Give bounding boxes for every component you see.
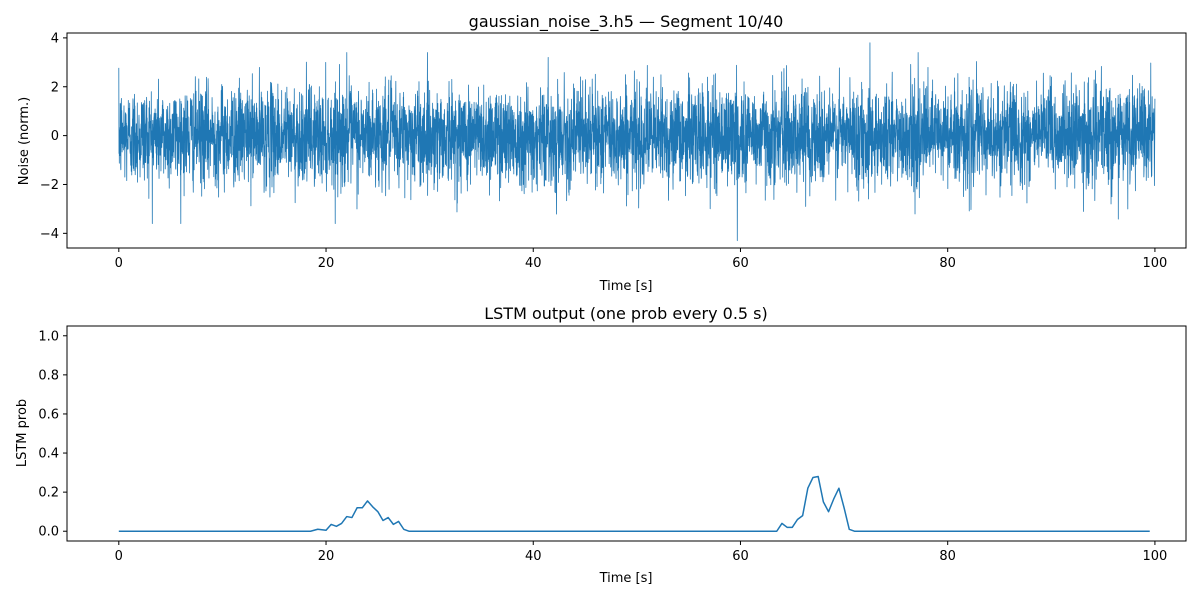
noise-x-tick-label: 60 [732, 256, 749, 271]
noise-x-tick-label: 0 [115, 256, 123, 271]
lstm-y-tick-label: 0.4 [38, 447, 59, 462]
lstm-y-tick-label: 1.0 [38, 329, 59, 344]
lstm-plot-frame [66, 325, 1187, 542]
lstm-x-axis-label: Time [s] [599, 571, 653, 586]
noise-y-tick-label: −4 [40, 227, 59, 242]
lstm-x-tick-label: 40 [525, 549, 542, 564]
noise-series [118, 42, 1156, 242]
noise-plot-frame [66, 32, 1187, 249]
noise-x-tick-label: 20 [318, 256, 335, 271]
lstm-series-line [118, 475, 1150, 532]
noise-series-line [118, 42, 1156, 242]
lstm-y-tick-label: 0.8 [38, 368, 59, 383]
lstm-chart-title: LSTM output (one prob every 0.5 s) [484, 304, 768, 323]
noise-x-tick-label: 100 [1143, 256, 1168, 271]
lstm-x-tick-label: 20 [318, 549, 335, 564]
noise-axis-ticks: 0 20 40 60 80 100 −4 −2 0 2 4 [40, 31, 1168, 271]
lstm-x-tick-label: 100 [1143, 549, 1168, 564]
noise-y-tick-label: 4 [51, 31, 59, 46]
lstm-series [118, 475, 1150, 532]
lstm-x-tick-label: 80 [939, 549, 956, 564]
lstm-y-tick-label: 0.6 [38, 407, 59, 422]
noise-y-tick-label: 2 [51, 80, 59, 95]
lstm-x-tick-label: 0 [115, 549, 123, 564]
noise-x-tick-label: 40 [525, 256, 542, 271]
noise-x-axis-label: Time [s] [599, 279, 653, 294]
noise-y-axis-label: Noise (norm.) [17, 97, 32, 185]
noise-chart-title: gaussian_noise_3.h5 — Segment 10/40 [469, 12, 784, 32]
lstm-y-axis-label: LSTM prob [15, 399, 30, 467]
lstm-x-tick-label: 60 [732, 549, 749, 564]
lstm-y-tick-label: 0.2 [38, 486, 59, 501]
noise-subplot: gaussian_noise_3.h5 — Segment 10/40 0 20 4… [17, 12, 1187, 294]
lstm-subplot: LSTM output (one prob every 0.5 s) 0 20 40… [15, 304, 1187, 586]
noise-y-tick-label: −2 [40, 178, 59, 193]
noise-y-tick-label: 0 [51, 129, 59, 144]
noise-x-tick-label: 80 [939, 256, 956, 271]
lstm-y-tick-label: 0.0 [38, 525, 59, 540]
lstm-axis-ticks: 0 20 40 60 80 100 0.0 0.2 0.4 0.6 0.8 1.0 [38, 329, 1167, 564]
